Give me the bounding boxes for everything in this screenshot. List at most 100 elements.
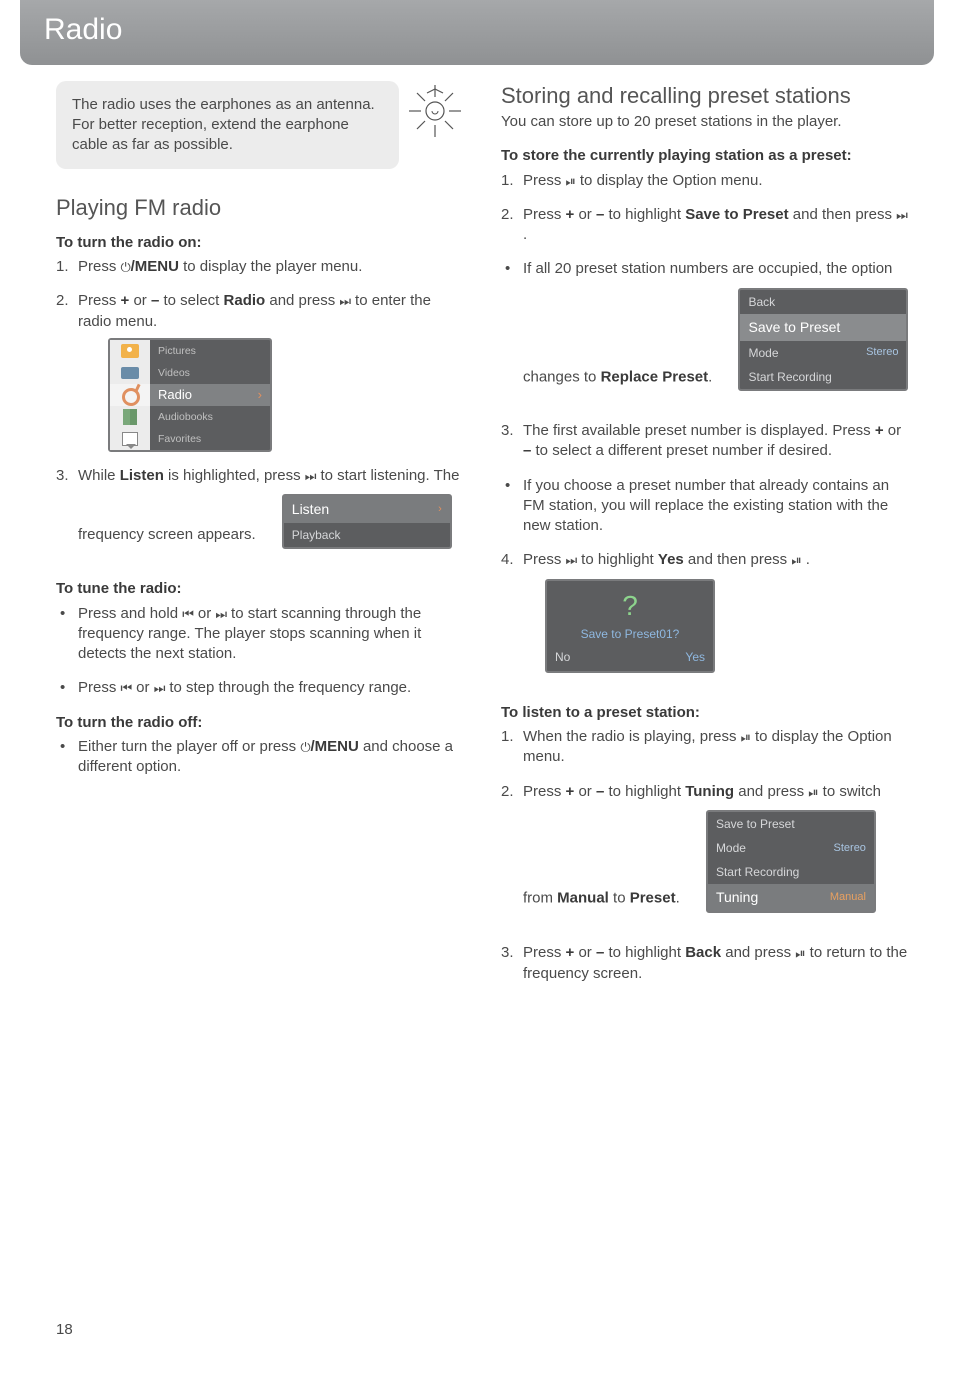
store-steps-cont: The first available preset number is dis…	[501, 421, 910, 462]
t: to highlight	[604, 783, 685, 800]
confirm-buttons: No Yes	[547, 649, 713, 671]
subhead-turn-off: To turn the radio off:	[56, 713, 465, 733]
menu-row: Favorites	[150, 428, 270, 450]
t: Press	[523, 944, 566, 961]
pictures-cell	[110, 340, 150, 362]
screen-row: Start Recording	[708, 860, 874, 884]
playpause-icon: ⏯	[741, 730, 751, 745]
t: or	[884, 422, 902, 439]
screen-row-listen: Listen ›	[284, 496, 450, 523]
listen-step-1: When the radio is playing, press ⏯ to di…	[501, 727, 910, 768]
t: Either turn the player off or press	[78, 738, 300, 755]
right-column: Storing and recalling preset stations Yo…	[501, 81, 910, 998]
t: Listen	[120, 467, 164, 484]
t: to	[609, 889, 630, 906]
chevron-right-icon: ›	[438, 502, 442, 517]
power-icon: ⏻	[121, 260, 131, 275]
callout-row: The radio uses the earphones as an anten…	[56, 81, 465, 170]
next-icon: ⏭	[566, 553, 577, 568]
l: Tuning	[716, 888, 758, 907]
subhead-tune: To tune the radio:	[56, 579, 465, 599]
menu-list: Pictures Videos Radio› Audiobooks Favori…	[150, 340, 270, 450]
left-column: The radio uses the earphones as an anten…	[56, 81, 465, 998]
t: to highlight	[604, 206, 685, 223]
l: Playback	[292, 527, 341, 543]
t: While	[78, 467, 120, 484]
menu-icon-strip	[110, 340, 150, 450]
section-playing-fm: Playing FM radio	[56, 193, 465, 223]
favorites-cell	[110, 428, 150, 450]
playpause-icon: ⏯	[795, 946, 805, 961]
store-note: If all 20 preset station numbers are occ…	[501, 259, 910, 407]
confirm-screenshot: ? Save to Preset01? No Yes	[545, 579, 715, 673]
t: to highlight	[604, 944, 685, 961]
t: to display the Option menu.	[576, 172, 763, 189]
t: to select a different preset number if d…	[531, 442, 832, 459]
t: Replace Preset	[601, 368, 709, 385]
t: /MENU	[310, 738, 358, 755]
section-presets: Storing and recalling preset stations	[501, 81, 910, 111]
store-step-3: The first available preset number is dis…	[501, 421, 910, 462]
store-steps: Press ⏯ to display the Option menu. Pres…	[501, 171, 910, 246]
note-replace-station: If you choose a preset number that alrea…	[501, 476, 910, 537]
listen-step-2: Press + or – to highlight Tuning and pre…	[501, 782, 910, 930]
t: Save to Preset	[685, 206, 788, 223]
t: to display the player menu.	[179, 258, 362, 275]
t: +	[875, 422, 884, 439]
t: The first available preset number is dis…	[523, 422, 875, 439]
l: Save to Preset	[716, 816, 795, 832]
l: Back	[748, 294, 775, 310]
radio-icon	[120, 386, 140, 404]
chapter-title: Radio	[44, 10, 910, 51]
antenna-callout: The radio uses the earphones as an anten…	[56, 81, 399, 170]
t: or	[194, 605, 216, 622]
screen-row: Save to Preset	[708, 812, 874, 836]
v: Stereo	[834, 841, 866, 856]
listen-screenshot: Listen › Playback	[282, 494, 452, 549]
presets-intro: You can store up to 20 preset stations i…	[501, 112, 910, 132]
audiobooks-cell	[110, 406, 150, 428]
t: Press	[523, 172, 566, 189]
t: +	[566, 944, 575, 961]
l: Listen	[292, 500, 329, 519]
t: Press	[78, 258, 121, 275]
t: Press	[78, 292, 121, 309]
prev-icon: ⏮	[182, 606, 193, 621]
option-menu-screenshot-1: Back Save to Preset ModeStereo Start Rec…	[738, 288, 908, 391]
playpause-icon: ⏯	[566, 173, 576, 188]
t: /MENU	[131, 258, 179, 275]
t: Press and hold	[78, 605, 182, 622]
t: or	[574, 944, 596, 961]
l: Radio	[158, 386, 192, 404]
pictures-icon	[121, 344, 139, 358]
playpause-icon: ⏯	[791, 553, 801, 568]
t: Press	[523, 551, 566, 568]
store-step-4: Press ⏭ to highlight Yes and then press …	[501, 550, 910, 688]
store-step-2: Press + or – to highlight Save to Preset…	[501, 205, 910, 246]
step-3: While Listen is highlighted, press ⏭ to …	[56, 466, 465, 565]
listen-steps: When the radio is playing, press ⏯ to di…	[501, 727, 910, 984]
screen-row: ModeStereo	[740, 341, 906, 365]
t: and then press	[789, 206, 897, 223]
l: Audiobooks	[158, 410, 213, 424]
l: Save to Preset	[748, 318, 840, 337]
callout-text: The radio uses the earphones as an anten…	[72, 96, 375, 154]
menu-row: Pictures	[150, 340, 270, 362]
radio-cell	[110, 384, 150, 406]
t: and press	[265, 292, 339, 309]
t: Press	[523, 206, 566, 223]
menu-row: Videos	[150, 362, 270, 384]
t: Radio	[224, 292, 266, 309]
step-1: Press ⏻/MENU to display the player menu.	[56, 257, 465, 277]
note-replace: If all 20 preset station numbers are occ…	[501, 259, 910, 407]
l: Pictures	[158, 344, 196, 358]
audiobooks-icon	[123, 409, 137, 425]
power-icon: ⏻	[300, 739, 310, 754]
menu-row-active: Radio›	[150, 384, 270, 406]
t: or	[132, 679, 154, 696]
v: Stereo	[866, 345, 898, 360]
next-icon: ⏭	[305, 469, 316, 484]
t: Yes	[658, 551, 684, 568]
t: or	[574, 783, 596, 800]
t: Press	[78, 679, 121, 696]
